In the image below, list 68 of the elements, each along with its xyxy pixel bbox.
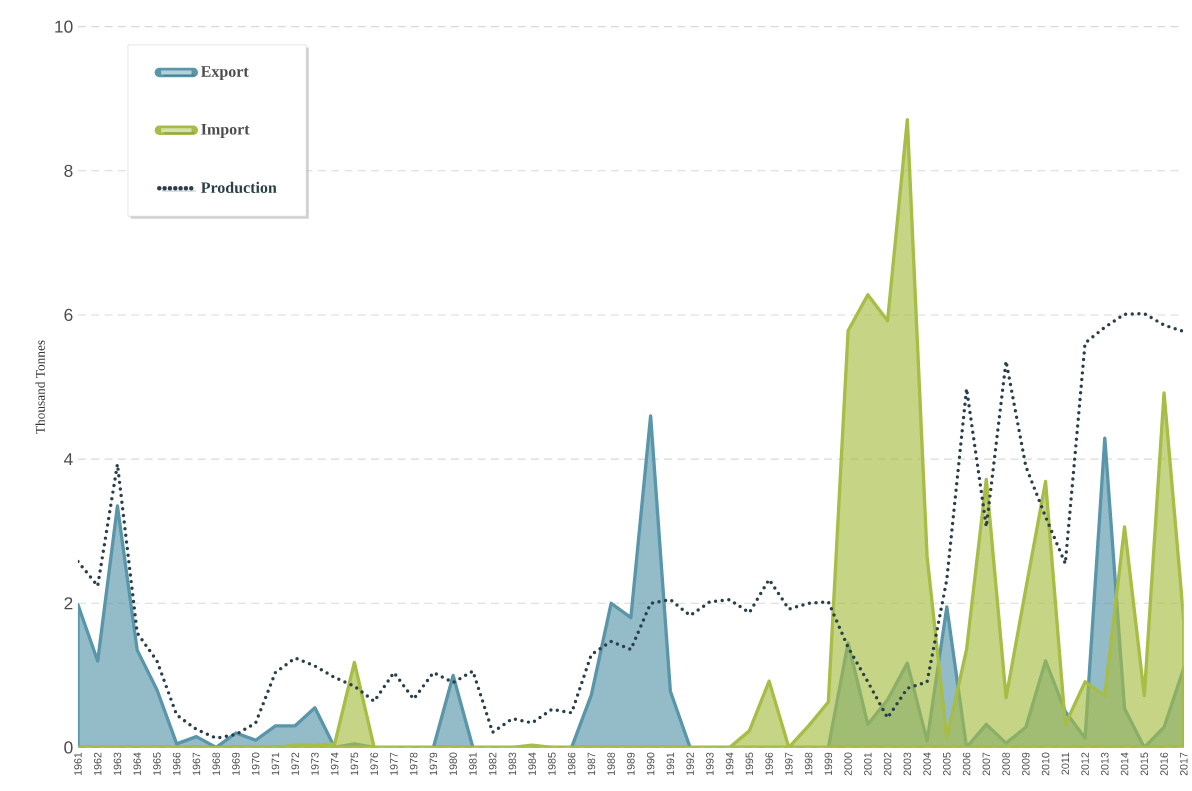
x-tick-label: 1964	[133, 752, 141, 775]
x-tick-label: 1973	[311, 752, 319, 775]
x-tick-label: 1990	[646, 752, 655, 775]
y-tick-label: 4	[64, 452, 73, 465]
x-tick-label: 2013	[1101, 752, 1109, 776]
x-tick-label: 1978	[409, 752, 418, 775]
x-tick-label: 2005	[943, 752, 951, 776]
x-tick-label: 2010	[1041, 752, 1050, 776]
x-tick-label: 1988	[607, 752, 615, 775]
x-tick-label: 2017	[1180, 752, 1188, 776]
x-tick-label: 1998	[804, 752, 813, 775]
x-tick-label: 1997	[785, 752, 793, 775]
y-tick-label: 6	[64, 308, 73, 321]
x-tick-label: 1969	[232, 752, 240, 775]
x-tick-label: 1968	[212, 752, 220, 775]
x-tick-label: 2009	[1022, 752, 1030, 776]
x-tick-label: 2015	[1140, 752, 1149, 776]
y-tick-label: 8	[64, 164, 73, 177]
x-tick-label: 1975	[350, 752, 359, 775]
text: Production	[201, 181, 277, 193]
x-tick-label: 1965	[153, 752, 161, 775]
x-tick-label: 1980	[449, 752, 457, 775]
x-tick-label: 1992	[686, 752, 694, 775]
x-tick-label: 2016	[1160, 752, 1168, 776]
x-tick-label: 1995	[745, 752, 754, 775]
x-tick-label: 1991	[666, 752, 675, 775]
x-tick-label: 2014	[1120, 752, 1129, 776]
x-tick-label: 2006	[962, 752, 971, 776]
x-tick-label: 1977	[390, 752, 398, 775]
x-tick-label: 2007	[982, 752, 991, 776]
x-tick-label: 2011	[1061, 752, 1070, 775]
x-tick-label: 1987	[587, 752, 596, 775]
x-tick-label: 1989	[627, 752, 635, 775]
x-tick-label: 1985	[548, 752, 556, 775]
x-tick-label: 1962	[93, 752, 102, 775]
x-tick-label: 2012	[1081, 752, 1089, 776]
x-tick-label: 1971	[271, 752, 280, 775]
x-tick-label: 1982	[488, 752, 497, 775]
x-tick-label: 1993	[706, 752, 714, 775]
x-tick-label: 1999	[824, 752, 833, 775]
x-tick-label: 1979	[429, 752, 438, 775]
legend-label: Import	[201, 123, 250, 138]
x-tick-label: 1970	[251, 752, 260, 775]
x-tick-label: 1974	[330, 752, 339, 775]
y-tick-label: 2	[64, 597, 73, 610]
x-tick-label: 1976	[370, 752, 378, 775]
x-tick-label: 2004	[923, 752, 931, 776]
x-tick-label: 2001	[864, 752, 872, 776]
x-tick-label: 1986	[567, 752, 576, 775]
x-tick-label: 1983	[508, 752, 517, 775]
x-tick-label: 1972	[291, 752, 299, 775]
x-tick-label: 1963	[113, 752, 122, 775]
x-tick-label: 1967	[192, 752, 201, 775]
x-tick-label: 1961	[74, 752, 82, 775]
line-series	[77, 311, 1184, 740]
y-tick-label: 0	[64, 741, 73, 754]
x-tick-label: 1966	[172, 752, 181, 775]
x-tick-label: 1996	[765, 752, 773, 775]
y-tick-label: 10	[55, 20, 73, 33]
x-tick-label: 1981	[469, 752, 477, 775]
x-tick-label: 2008	[1002, 752, 1010, 776]
legend-label: Export	[201, 66, 249, 80]
x-tick-label: 2000	[844, 752, 852, 776]
x-tick-label: 1994	[725, 752, 734, 775]
x-tick-label: 1984	[528, 752, 536, 775]
x-tick-label: 2003	[903, 752, 912, 776]
x-tick-label: 2002	[883, 752, 892, 776]
y-axis-title: Thousand Tonnes	[35, 340, 45, 434]
